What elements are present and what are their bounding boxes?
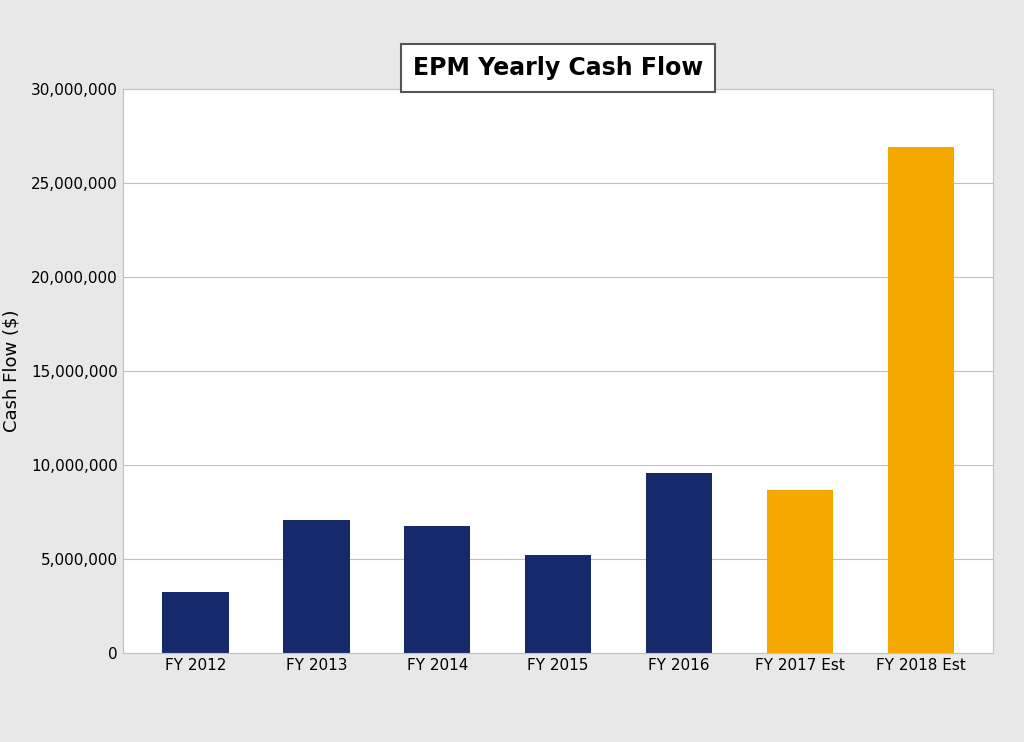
Bar [403, 526, 470, 653]
Bar [767, 490, 834, 653]
Bar [162, 592, 228, 653]
Bar [283, 520, 349, 653]
Bar [525, 555, 591, 653]
Bar [646, 473, 713, 653]
Y-axis label: Cash Flow ($): Cash Flow ($) [2, 309, 20, 433]
Bar [888, 148, 954, 653]
Title: EPM Yearly Cash Flow: EPM Yearly Cash Flow [413, 56, 703, 80]
